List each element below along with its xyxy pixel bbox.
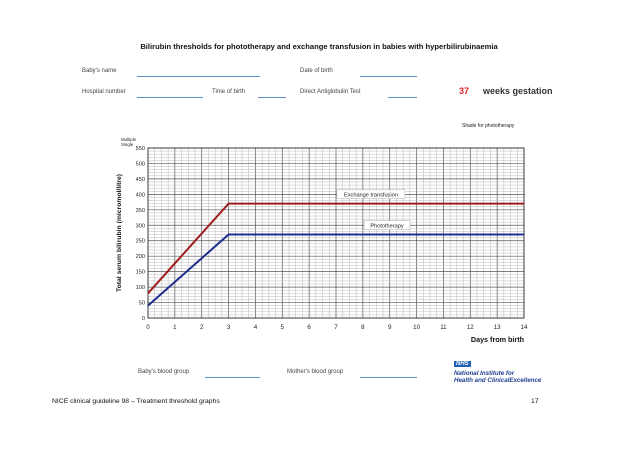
series-line-0 [147,202,524,294]
nice-logo-line-2: Health and ClinicalExcellence [454,377,542,385]
mothers-blood-group-label: Mother's blood group [287,369,344,375]
y-tick-label: 0 [142,316,145,322]
series-label-0: Exchange transfusion [344,193,398,199]
y-tick-label: 250 [136,239,145,245]
x-tick-label: 10 [413,324,420,331]
mothers-blood-group-field[interactable] [360,377,417,378]
y-axis-label: Total serum bilirubin (micromol/litre) [116,174,123,292]
nice-logo: NHS National Institute for Health and Cl… [454,352,541,385]
x-tick-label: 14 [521,324,528,331]
hospital-number-field[interactable] [137,97,203,98]
time-of-birth-label: Time of birth [212,89,246,95]
series-label-1: Phototherapy [370,224,403,230]
y-tick-label: 150 [136,270,145,276]
dat-field[interactable] [388,97,417,98]
babys-blood-group-field[interactable] [205,377,260,378]
x-tick-label: 11 [440,324,447,331]
dat-label: Direct Antiglobulin Test [300,89,361,95]
babys-name-field[interactable] [137,76,260,77]
x-tick-label: 12 [467,324,474,331]
gestation-value: 37 [459,86,470,96]
y-header-label: Single [121,142,134,147]
time-of-birth-field[interactable] [258,97,286,98]
date-of-birth-label: Date of birth [300,68,333,74]
hospital-number-label: Hospital number [82,89,126,95]
footer-page-number: 17 [531,398,539,405]
x-tick-label: 4 [254,324,258,331]
y-tick-label: 350 [136,208,145,214]
y-tick-label: 450 [136,177,145,183]
series-label-box [363,220,411,230]
gestation-label: weeks gestation [483,86,553,96]
y-tick-label: 50 [139,301,145,307]
x-tick-label: 3 [227,324,231,331]
y-tick-label: 300 [136,223,145,229]
y-tick-label: 400 [136,192,145,198]
x-tick-label: 6 [307,324,311,331]
babys-name-label: Baby's name [82,68,117,74]
footer-guideline: NICE clinical guideline 98 – Treatment t… [52,398,220,405]
shade-for-phototherapy-label: Shade for phototherapy [462,123,515,129]
x-tick-label: 5 [281,324,285,331]
nice-logo-line-1: National Institute for [454,370,515,377]
x-tick-label: 9 [388,324,392,331]
x-tick-label: 13 [494,324,501,331]
y-header-label: Multiple [121,137,137,142]
y-tick-label: 100 [136,285,145,291]
series-line-1 [147,233,524,307]
x-tick-label: 1 [173,324,177,331]
x-tick-label: 0 [146,324,150,331]
date-of-birth-field[interactable] [360,76,417,77]
x-axis-label: Days from birth [471,335,524,344]
plot-frame [147,147,525,319]
y-tick-label: 200 [136,254,145,260]
x-tick-label: 2 [200,324,204,331]
x-tick-label: 8 [361,324,365,331]
x-tick-label: 7 [334,324,338,331]
page-title: Bilirubin thresholds for phototherapy an… [140,42,498,51]
babys-blood-group-label: Baby's blood group [138,369,190,375]
y-tick-label: 500 [136,161,145,167]
nhs-badge: NHS [454,361,471,367]
series-label-box [336,189,406,199]
y-tick-label: 550 [136,146,145,152]
